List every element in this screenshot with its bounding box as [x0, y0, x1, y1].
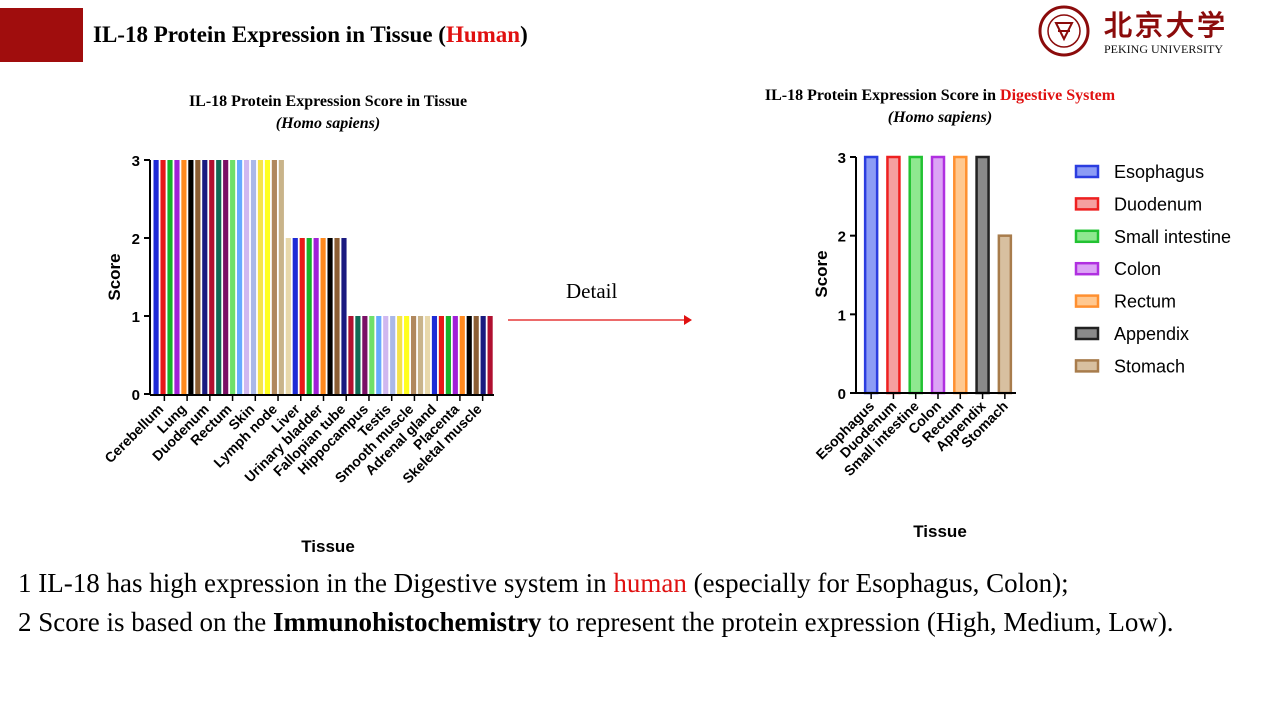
legend-swatch	[1074, 261, 1100, 276]
bar	[383, 316, 389, 394]
legend-label: Rectum	[1114, 292, 1176, 312]
bar	[886, 155, 901, 395]
bar	[355, 316, 361, 394]
bar	[438, 316, 444, 394]
bar	[271, 160, 277, 394]
bar	[320, 238, 326, 394]
bar	[223, 160, 229, 394]
bar	[975, 155, 990, 395]
bar	[397, 316, 403, 394]
bar	[278, 160, 284, 394]
y-tick-label: 0	[132, 387, 140, 404]
bar	[292, 238, 298, 394]
chart-subtitle: (Homo sapiens)	[276, 115, 380, 132]
legend-swatch	[1074, 326, 1100, 341]
y-tick-label: 1	[838, 307, 846, 324]
university-seal-icon	[1038, 5, 1090, 57]
legend-swatch	[1074, 197, 1100, 211]
bar	[174, 160, 180, 394]
bar	[264, 160, 271, 394]
title-highlight: Human	[445, 22, 521, 47]
y-tick-label: 3	[838, 150, 846, 167]
bar	[327, 238, 333, 394]
bar	[930, 155, 946, 395]
bar	[195, 160, 201, 394]
legend-label: Appendix	[1114, 324, 1189, 344]
bar	[160, 160, 166, 394]
y-tick-label: 1	[132, 309, 140, 326]
chart-title: IL-18 Protein Expression Score in Tissue	[189, 93, 467, 110]
legend-label: Stomach	[1114, 356, 1185, 376]
bar	[334, 238, 340, 394]
bar	[908, 155, 923, 395]
bar	[480, 316, 486, 394]
tissue-score-chart: IL-18 Protein Expression Score in Tissue…	[101, 93, 494, 556]
bar	[209, 160, 215, 394]
bar	[306, 238, 312, 394]
bar	[250, 160, 257, 394]
bar	[153, 160, 159, 394]
legend-swatch	[1074, 164, 1100, 179]
y-tick-label: 3	[132, 153, 140, 170]
y-axis-label: Score	[812, 250, 831, 297]
bar	[417, 316, 424, 394]
legend-swatch	[1074, 359, 1100, 373]
bar	[341, 238, 347, 394]
x-axis-label: Tissue	[913, 522, 967, 541]
slide-title: IL-18 Protein Expression in Tissue (Huma…	[93, 22, 528, 47]
logo-chinese-name: 北京大学	[1104, 9, 1229, 42]
bar	[953, 155, 968, 395]
bar	[348, 316, 354, 394]
x-axis-label: Tissue	[301, 537, 355, 556]
legend-label: Colon	[1114, 259, 1161, 279]
bar	[459, 316, 465, 394]
bar	[299, 238, 305, 394]
legend-swatch	[1074, 294, 1100, 308]
detail-label: Detail	[566, 279, 618, 303]
bar	[167, 160, 173, 394]
bar	[285, 238, 291, 394]
bar	[487, 316, 493, 394]
y-axis-label: Score	[105, 253, 124, 300]
bar	[863, 155, 879, 395]
bar	[369, 316, 375, 394]
logo-english-name: PEKING UNIVERSITY	[1104, 42, 1223, 56]
legend-swatch	[1074, 229, 1100, 244]
bullet-1: 1 IL-18 has high expression in the Diges…	[18, 568, 1069, 598]
bar	[445, 316, 451, 394]
header-accent-bar	[0, 8, 83, 62]
bar	[997, 234, 1013, 395]
bar	[362, 316, 368, 394]
y-tick-label: 0	[838, 386, 846, 403]
bar	[188, 160, 194, 394]
bar	[473, 316, 479, 394]
bar	[390, 316, 396, 394]
chart-subtitle: (Homo sapiens)	[888, 109, 992, 126]
bullet-2: 2 Score is based on the Immunohistochemi…	[18, 607, 1174, 637]
legend-label: Esophagus	[1114, 162, 1204, 182]
bar	[237, 160, 243, 394]
bar	[466, 316, 472, 394]
bar	[431, 316, 438, 394]
bar	[243, 160, 250, 394]
bar	[181, 160, 187, 394]
bar	[313, 238, 319, 394]
bar	[424, 316, 431, 394]
detail-arrow-icon	[508, 315, 692, 325]
y-tick-label: 2	[132, 231, 140, 248]
legend-label: Duodenum	[1114, 194, 1202, 214]
bar	[230, 160, 236, 394]
digestive-score-chart: IL-18 Protein Expression Score in Digest…	[765, 87, 1231, 541]
bar	[216, 160, 222, 394]
bar	[452, 316, 458, 394]
chart-title: IL-18 Protein Expression Score in Digest…	[765, 87, 1116, 104]
bar	[376, 316, 382, 394]
bar	[257, 160, 264, 394]
legend-label: Small intestine	[1114, 227, 1231, 247]
y-tick-label: 2	[838, 229, 846, 246]
bullet-list: 1 IL-18 has high expression in the Diges…	[18, 564, 1273, 642]
bar	[410, 316, 417, 394]
bar	[202, 160, 208, 394]
bar	[404, 316, 410, 394]
